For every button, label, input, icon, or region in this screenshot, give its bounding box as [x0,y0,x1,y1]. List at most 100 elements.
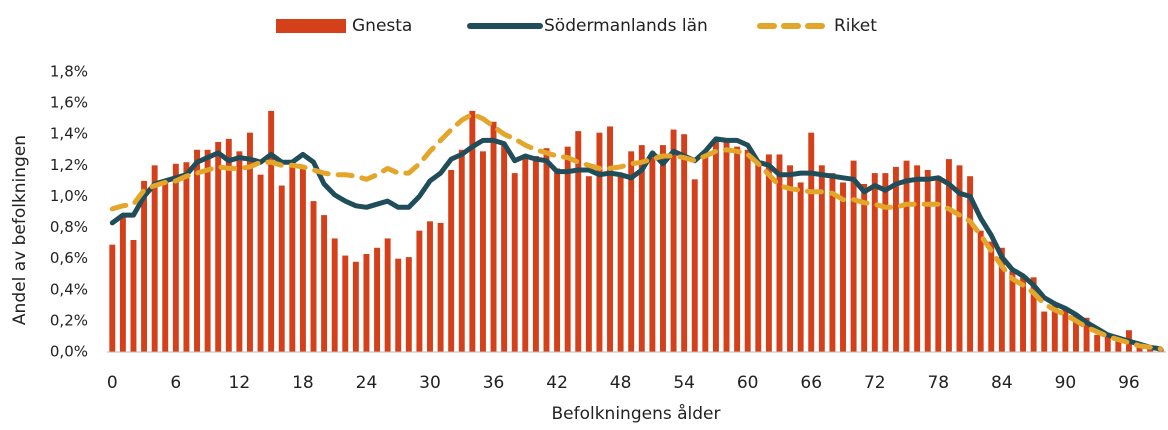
bar [395,258,402,352]
bar [977,230,984,352]
line-series [109,136,1164,352]
x-tick-label: 72 [864,373,886,393]
bar [744,149,751,352]
bar [691,179,698,352]
bar [374,247,381,352]
y-tick-label: 1,0% [50,187,88,205]
bar [257,174,264,352]
bar [935,176,942,352]
bar [596,132,603,352]
line-series [109,111,1164,352]
bar [352,261,359,352]
bar [172,163,179,352]
bar [956,165,963,352]
y-tick-label: 0,0% [50,343,88,361]
x-tick-label: 18 [292,373,314,393]
x-tick-label: 24 [356,373,378,393]
bar [988,241,995,352]
x-tick-label: 6 [170,373,181,393]
bar [607,126,613,352]
bar [1115,338,1122,352]
bar [829,173,836,352]
bar [1083,317,1090,352]
bar [119,215,126,352]
x-tick-label: 78 [927,373,949,393]
bar [882,173,889,352]
bar [490,121,497,353]
y-tick-label: 0,2% [50,311,88,329]
bar [702,152,709,352]
bar [215,142,222,352]
bar [532,156,539,352]
bar [1009,271,1016,352]
bar [289,162,296,352]
x-tick-label: 12 [229,373,251,393]
bar [469,110,476,352]
bar [850,160,857,352]
bar [681,134,688,352]
bar [1041,311,1048,352]
y-tick-label: 0,4% [50,280,88,298]
x-tick-label: 42 [546,373,568,393]
bar [755,162,762,352]
bar [787,165,794,352]
bar [543,148,550,352]
bar [109,244,116,352]
y-tick-label: 1,6% [50,94,88,112]
bar [670,129,677,352]
bar [501,145,508,352]
bar [924,170,931,352]
legend-label: Riket [834,16,877,36]
bar [840,182,846,352]
bar [1094,334,1101,352]
bar [998,247,1005,352]
bar [268,110,275,352]
bar [522,157,529,352]
bar [818,165,825,352]
bar [1020,277,1027,352]
bar [458,149,465,352]
bar [1073,314,1079,352]
bar [246,132,253,352]
x-tick-label: 96 [1118,373,1140,393]
bar [384,238,391,352]
bar [797,182,804,352]
x-tick-label: 66 [800,373,822,393]
x-tick-label: 48 [610,373,632,393]
x-tick-label: 54 [673,373,695,393]
bar [194,149,200,352]
bar [331,238,338,352]
bar [1051,305,1058,352]
y-tick-label: 0,8% [50,218,88,236]
bar [236,151,243,352]
bar [1062,308,1069,352]
bar [554,168,561,352]
bar [225,138,232,352]
bar [564,146,571,352]
bar [141,180,148,352]
y-tick-label: 1,2% [50,156,88,174]
bar [575,131,582,352]
x-tick-label: 0 [107,373,118,393]
y-tick-label: 1,4% [50,125,88,143]
bar [416,230,423,352]
bar [892,166,899,352]
bar [871,173,878,352]
bar [151,165,158,352]
bar [914,165,921,352]
bar [405,257,412,352]
bar [437,222,444,352]
y-tick-label: 1,8% [50,63,88,81]
bar [448,170,455,352]
bar [712,138,719,352]
bar [363,254,370,352]
x-axis-label: Befolkningens ålder [551,403,720,424]
bar [321,215,328,352]
y-tick-label: 0,6% [50,249,88,267]
x-tick-label: 30 [419,373,441,393]
bar [765,154,772,352]
bar [183,162,190,352]
bar [585,176,592,352]
